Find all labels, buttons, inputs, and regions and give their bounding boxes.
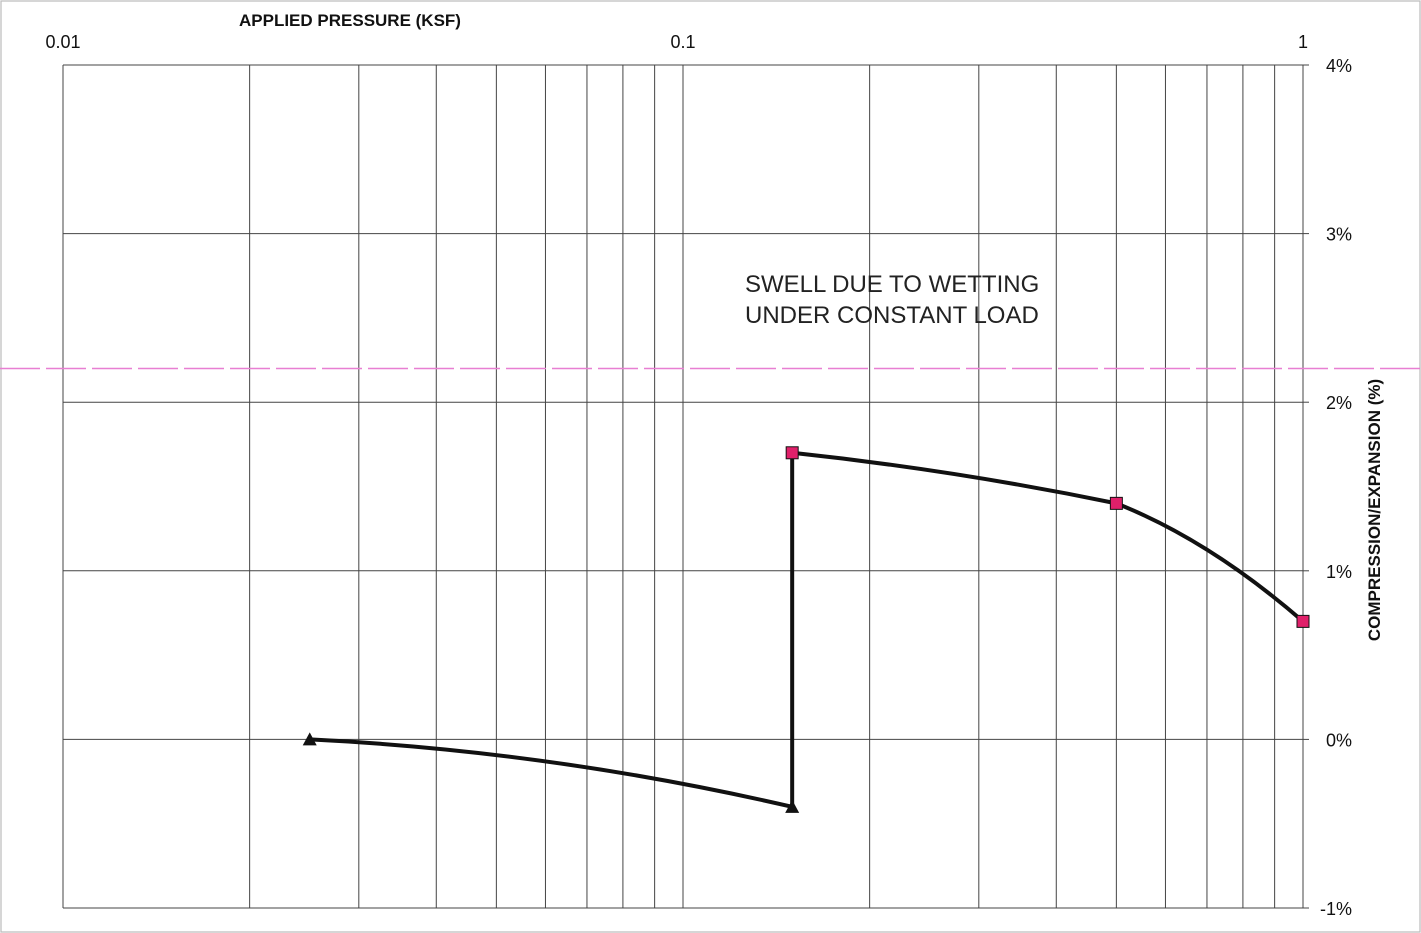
x-tick-label: 1 [1298, 32, 1308, 52]
y-tick-label: 4% [1326, 56, 1352, 76]
y-tick-labels: 4% 3% 2% 1% 0% -1% [1320, 56, 1352, 919]
x-tick-label: 0.1 [670, 32, 695, 52]
y-tick-label: 2% [1326, 393, 1352, 413]
y-axis-title: COMPRESSION/EXPANSION (%) [1365, 379, 1384, 641]
x-tick-labels: 0.01 0.1 1 [45, 32, 1308, 52]
annotation-line-1: SWELL DUE TO WETTING [745, 271, 1039, 298]
triangle-marker [302, 732, 317, 746]
triangle-marker [785, 799, 800, 813]
square-marker [1296, 614, 1310, 628]
x-axis-title: APPLIED PRESSURE (KSF) [239, 11, 461, 30]
y-tick-label: 3% [1326, 225, 1352, 245]
annotation-line-2: UNDER CONSTANT LOAD [745, 302, 1039, 329]
square-marker [1109, 496, 1123, 510]
y-tick-label: 0% [1326, 730, 1352, 750]
data-markers [302, 446, 1310, 813]
square-marker [785, 446, 799, 460]
x-tick-label: 0.01 [45, 32, 80, 52]
y-tick-label: 1% [1326, 562, 1352, 582]
loading-curve-line [309, 737, 793, 809]
y-tick-label: -1% [1320, 899, 1352, 919]
unloading-curve-line-1 [791, 450, 1117, 506]
curve-lines [309, 450, 1305, 809]
grid-lines [62, 64, 1309, 909]
unloading-curve-line-2 [1115, 501, 1305, 623]
